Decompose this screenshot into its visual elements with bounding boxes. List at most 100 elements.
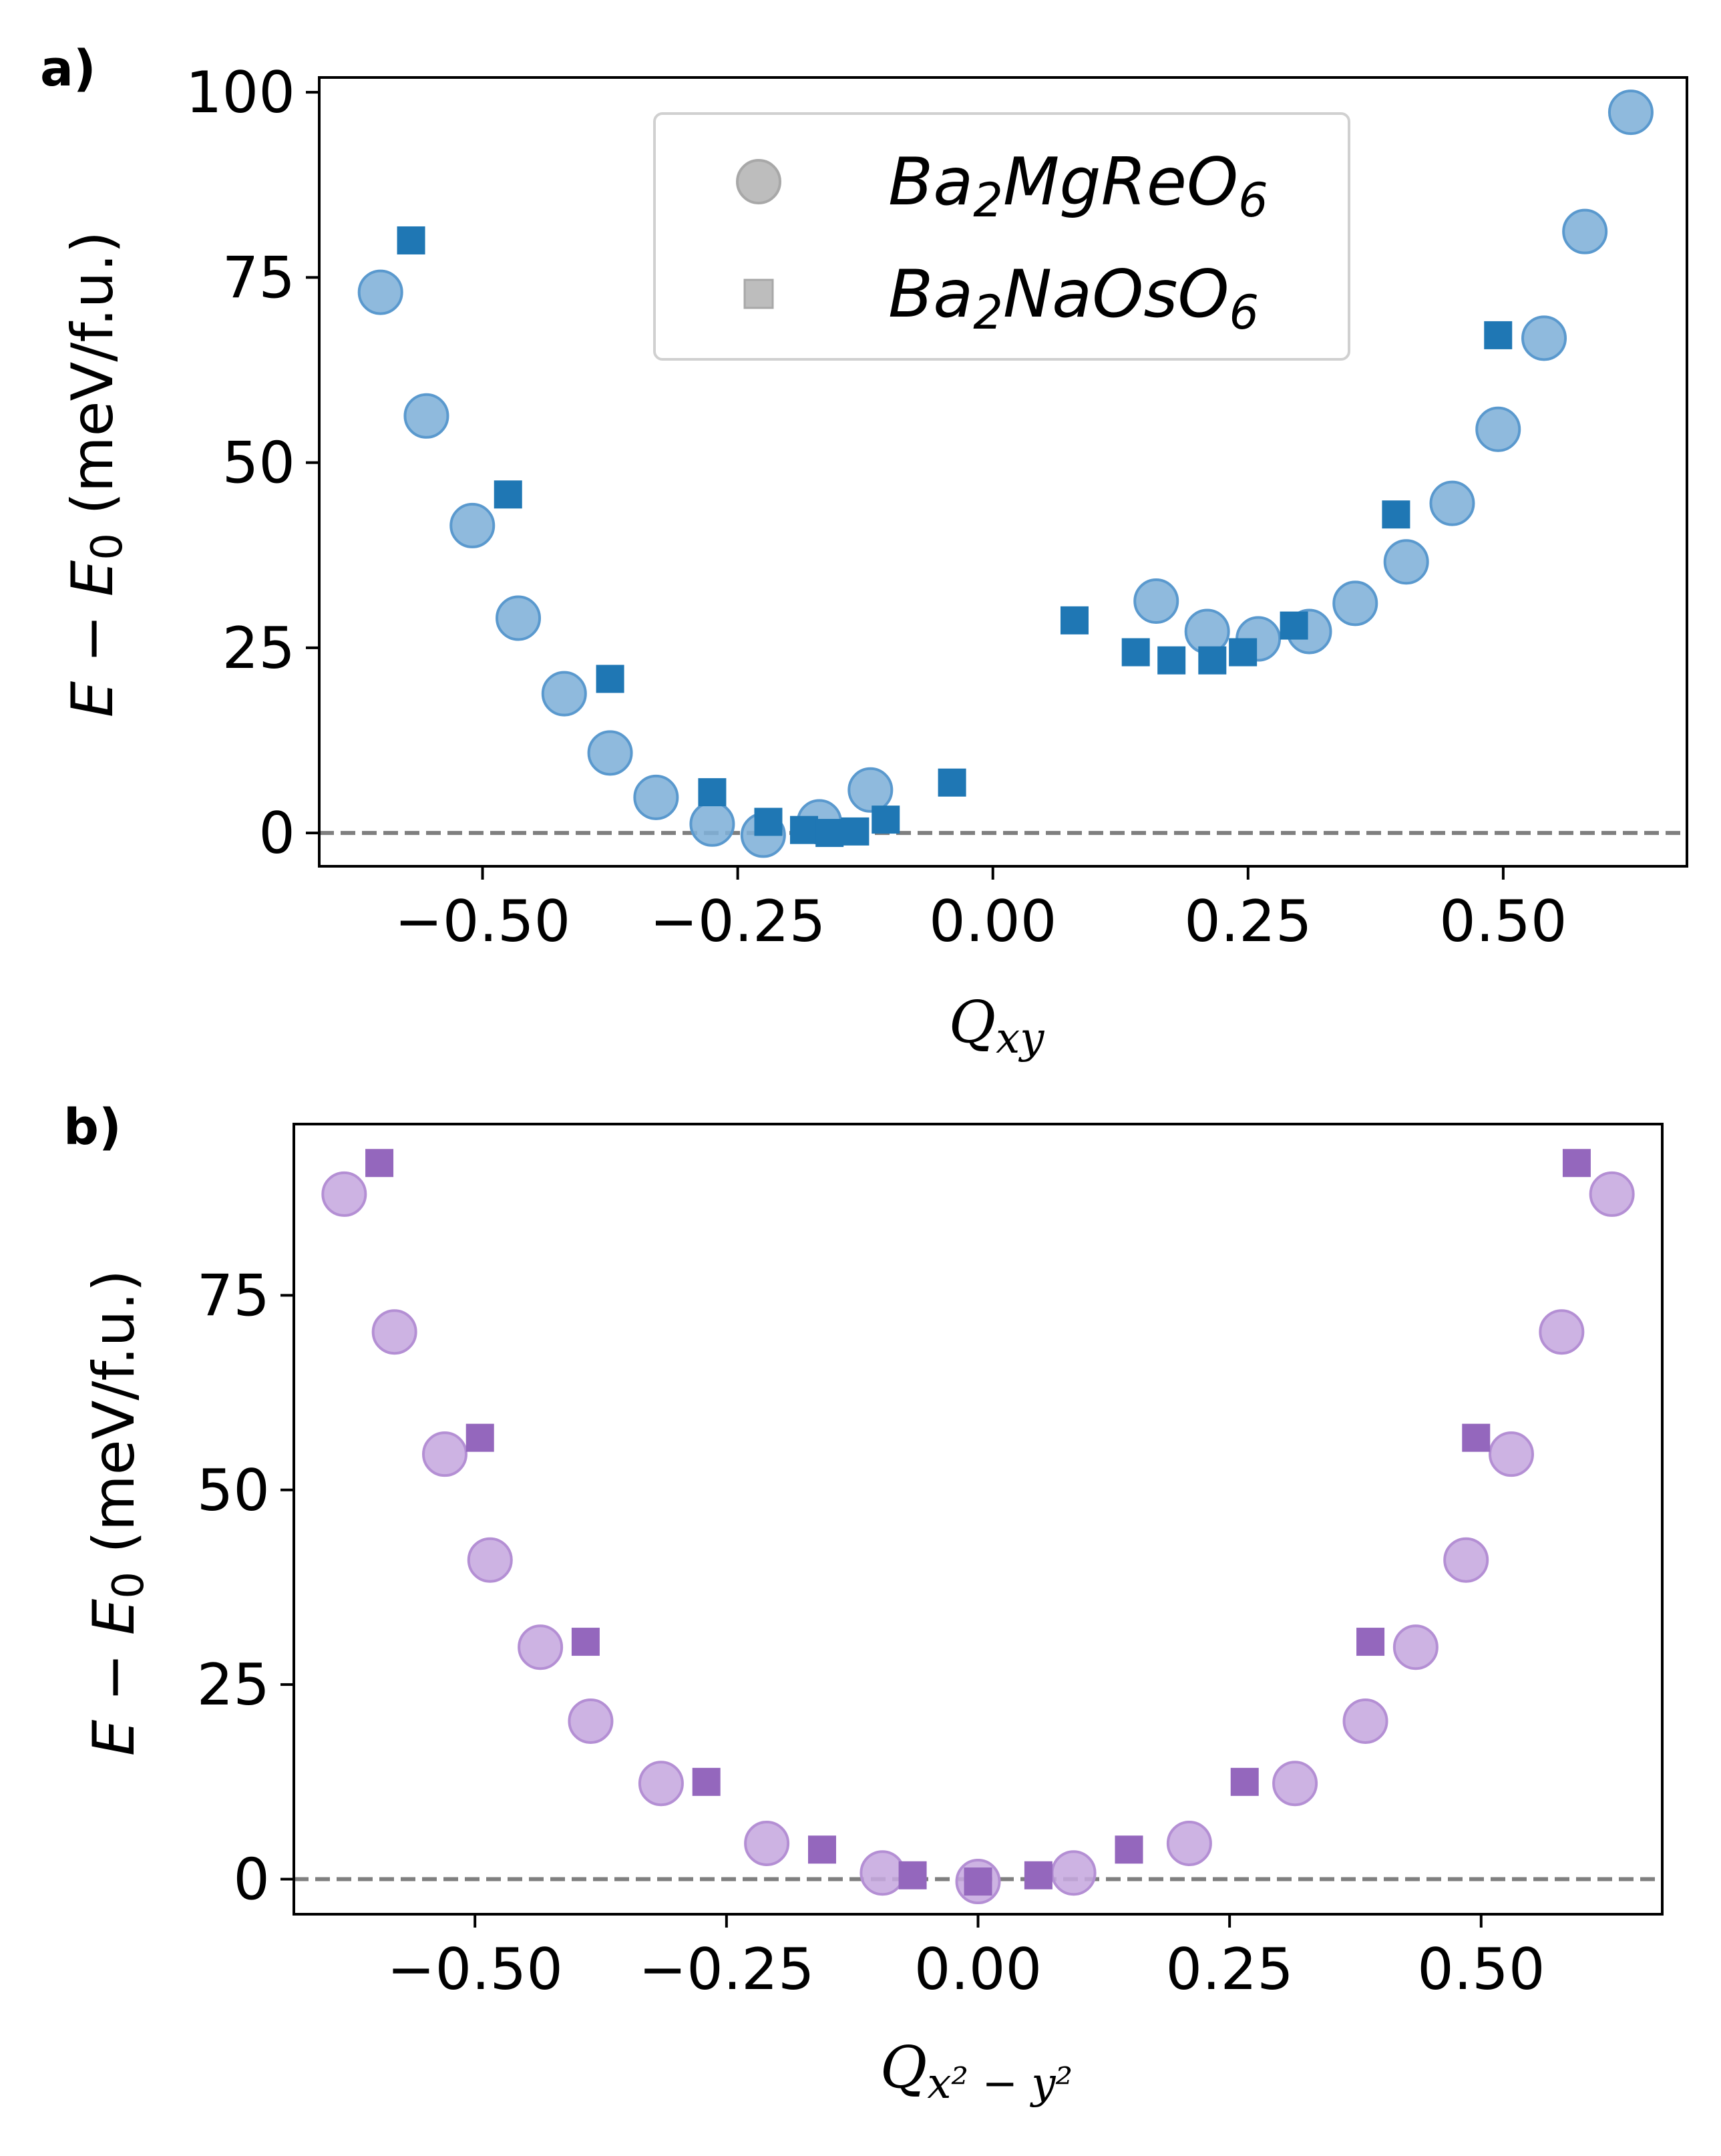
panel-a-y-tick-label: 75: [222, 244, 295, 311]
panel-b-ylabel-units: (meV/f.u.): [81, 1270, 148, 1572]
svg-text:E − E0 (meV/f.u.): E − E0 (meV/f.u.): [59, 231, 132, 717]
panel-b-ylabel-main: E − E: [81, 1598, 148, 1756]
panel-a-xlabel-sub: xy: [996, 1014, 1044, 1063]
panel-a-point-circle: [1475, 406, 1521, 452]
legend-box: [653, 112, 1350, 361]
panel-b-xlabel-main: Q: [880, 2034, 928, 2101]
panel-a-point-circle: [689, 801, 735, 847]
panel-a-point-square: [789, 816, 818, 844]
panel-a-point-circle: [496, 595, 542, 641]
panel-b-y-axis-label: E − E0 (meV/f.u.): [81, 1270, 154, 1756]
panel-b-y-tick-label: 50: [197, 1457, 270, 1524]
panel-b-point-circle: [1589, 1171, 1635, 1217]
panel-b-x-tick-label: 0.00: [914, 1936, 1042, 2003]
panel-a-point-circle: [1332, 580, 1378, 626]
panel-b-point-square: [692, 1767, 721, 1796]
panel-b-ylabel-sub: 0: [104, 1572, 154, 1599]
panel-a-point-square: [841, 817, 870, 846]
panel-a-y-tick-label: 100: [186, 59, 295, 126]
panel-a-point-square: [1484, 321, 1513, 349]
panel-b-point-circle: [568, 1698, 614, 1744]
panel-b-point-square: [898, 1861, 927, 1890]
panel-a-point-circle: [847, 767, 894, 813]
panel-b-xlabel-sub: x² − y²: [927, 2059, 1073, 2109]
panel-a-point-square: [1280, 611, 1308, 640]
panel-b-series-Ba2MgReO6: [321, 1171, 1635, 1905]
panel-a-point-circle: [633, 774, 679, 820]
panel-a-point-circle: [357, 269, 403, 315]
panel-b-point-circle: [321, 1171, 367, 1217]
panel-a-xlabel-main: Q: [949, 989, 996, 1056]
panel-b-point-square: [1356, 1628, 1385, 1656]
panel-b-point-square: [1024, 1861, 1053, 1890]
panel-b-point-square: [571, 1628, 600, 1656]
panel-a-point-square: [1157, 646, 1186, 675]
panel-b-x-axis-label: Qx² − y²: [880, 2034, 1073, 2109]
panel-a-plot-area: −0.50 −0.25 0.00 0.25 0.50 0 25 50 75 100: [186, 59, 1688, 955]
legend-circle-marker: [736, 159, 781, 204]
panel-b-point-circle: [1166, 1820, 1212, 1866]
panel-a-point-circle: [1383, 539, 1429, 585]
panel-b-point-circle: [638, 1761, 684, 1807]
svg-text:E − E0 (meV/f.u.): E − E0 (meV/f.u.): [81, 1270, 154, 1756]
panel-a-x-tick-label: 0.00: [929, 888, 1057, 955]
panel-a-point-circle: [1607, 89, 1654, 136]
panel-a-point-circle: [587, 730, 633, 776]
panel-a-point-circle: [541, 671, 587, 717]
panel-b-series-Ba2NaOsO6: [365, 1149, 1591, 1896]
panel-a-point-square: [397, 226, 425, 254]
panel-b-point-circle: [1342, 1698, 1388, 1744]
panel-a-point-circle: [1133, 578, 1179, 624]
panel-a: a) −0.50 −0.25 0.00 0.25 0.50 0 25 50 75 100 Ba2M…: [40, 40, 1688, 1063]
panel-b-x-tick-label: −0.50: [387, 1936, 563, 2003]
panel-b-point-square: [964, 1867, 992, 1896]
panel-b-plot-area: −0.50 −0.25 0.00 0.25 0.50 0 25 50 75: [197, 1123, 1664, 2003]
panel-a-point-circle: [449, 502, 496, 548]
legend-square-marker: [743, 279, 774, 309]
panel-a-ylabel-sub: 0: [83, 533, 132, 560]
panel-a-axes-frame: [318, 76, 1688, 868]
panel-b-point-square: [807, 1835, 836, 1864]
panel-b-point-square: [1462, 1423, 1491, 1452]
panel-b-point-circle: [467, 1537, 513, 1583]
panel-a-y-axis-label: E − E0 (meV/f.u.): [59, 231, 132, 717]
panel-b: b) −0.50 −0.25 0.00 0.25 0.50 0 25 50 75 Qx² − y…: [63, 1099, 1664, 2109]
panel-b-point-circle: [1272, 1761, 1318, 1807]
panel-b-y-tick-label: 75: [197, 1262, 270, 1329]
panel-b-point-circle: [1539, 1309, 1585, 1355]
legend-entry-label: Ba2NaOsO6: [888, 256, 1259, 340]
panel-a-point-square: [596, 665, 624, 693]
panel-a-point-square: [938, 768, 966, 797]
svg-text:Qxy: Qxy: [949, 989, 1045, 1063]
panel-a-y-tick-label: 50: [222, 430, 295, 497]
panel-a-point-square: [1382, 500, 1410, 529]
panel-b-y-tick-label: 25: [197, 1652, 270, 1719]
panel-a-ylabel-units: (meV/f.u.): [59, 231, 126, 533]
panel-b-point-circle: [371, 1309, 417, 1355]
panel-a-x-axis-label: Qxy: [949, 989, 1045, 1063]
panel-a-point-circle: [403, 393, 449, 439]
panel-b-point-square: [365, 1149, 394, 1178]
panel-a-ylabel-main: E − E: [59, 560, 126, 717]
panel-b-axes-frame: [293, 1123, 1664, 1916]
panel-a-point-square: [1060, 606, 1089, 635]
panel-a-point-circle: [1429, 480, 1475, 526]
panel-b-label: b): [63, 1099, 122, 1156]
panel-a-y-tick-label: 25: [222, 615, 295, 682]
panel-a-point-square: [815, 819, 844, 848]
panel-a-point-square: [494, 480, 522, 509]
legend-entry-label: Ba2MgReO6: [888, 144, 1268, 228]
panel-a-point-square: [1198, 646, 1227, 675]
panel-b-x-tick-label: 0.50: [1417, 1936, 1545, 2003]
panel-b-x-tick-label: 0.25: [1165, 1936, 1293, 2003]
panel-b-point-square: [465, 1423, 494, 1452]
panel-b-y-tick-label: 0: [233, 1847, 270, 1914]
panel-a-x-tick-label: −0.25: [650, 888, 826, 955]
panel-b-point-circle: [744, 1820, 790, 1866]
svg-text:Qx² − y²: Qx² − y²: [880, 2034, 1073, 2109]
panel-a-point-square: [872, 805, 900, 834]
panel-a-point-square: [698, 778, 727, 807]
panel-a-x-tick-label: 0.25: [1184, 888, 1312, 955]
panel-a-y-tick-label: 0: [258, 800, 295, 867]
